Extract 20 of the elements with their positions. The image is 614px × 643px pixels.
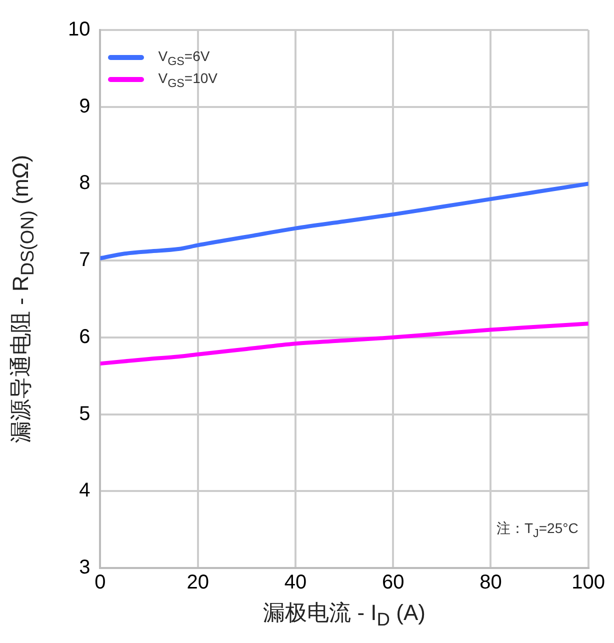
y-tick-label: 5 <box>79 402 90 425</box>
legend-label: V$_{GS}$=10V <box>158 70 218 90</box>
line-series <box>100 182 588 260</box>
y-tick-label: 9 <box>79 95 90 118</box>
y-tick-label: 6 <box>79 326 90 348</box>
x-tick-label: 0 <box>94 572 106 594</box>
x-tick-label: 40 <box>284 572 307 594</box>
y-tick-label: 3 <box>79 556 90 579</box>
annotation: 注：T$_{J}$=25°C <box>496 520 578 540</box>
line-series <box>100 322 588 366</box>
x-tick-label: 60 <box>382 572 404 594</box>
x-tick-label: 20 <box>186 572 209 594</box>
legend-label: V$_{GS}$=6V <box>158 48 210 68</box>
y-tick-label: 8 <box>79 172 90 194</box>
x-tick-label: 80 <box>480 572 502 594</box>
y-tick-label: 10 <box>68 18 90 41</box>
x-tick-label: 100 <box>572 572 606 594</box>
y-tick-label: 4 <box>79 480 90 502</box>
x-axis-title: 漏极电流 - I$_{D}$ (A) <box>262 599 426 630</box>
y-tick-label: 7 <box>79 249 90 272</box>
